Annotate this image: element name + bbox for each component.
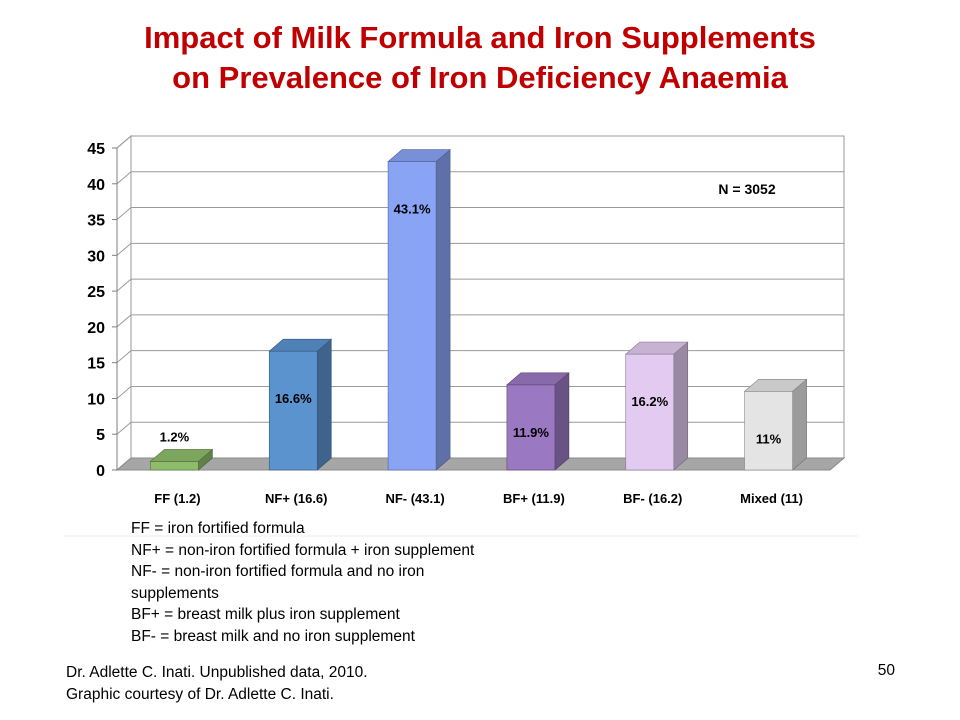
bar-side: [673, 341, 689, 471]
gridline: [116, 385, 844, 399]
side-wall: [116, 134, 132, 472]
bar: [506, 372, 570, 471]
y-tick-label: 30: [87, 248, 105, 265]
chart-gridlines: [116, 135, 844, 435]
y-tick-label: 40: [87, 177, 105, 194]
data-label: 43.1%: [394, 202, 431, 217]
note-ff: FF = iron fortified formula: [131, 520, 305, 537]
abbreviation-notes: FF = iron fortified formula NF+ = non-ir…: [131, 518, 474, 647]
y-tick-label: 45: [87, 141, 105, 158]
chart-bars: [149, 148, 808, 471]
title-line-2: on Prevalence of Iron Deficiency Anaemia: [172, 60, 788, 95]
y-tick-label: 0: [96, 463, 105, 480]
category-label: NF- (43.1): [385, 491, 444, 506]
data-label: 16.6%: [275, 391, 312, 406]
data-label: 11%: [756, 431, 782, 446]
page-number: 50: [877, 662, 895, 679]
chart-labels: 1.2% FF (1.2) 16.6% NF+ (16.6) 43.1% NF- (43.…: [154, 181, 803, 506]
bar-top: [387, 149, 451, 162]
bar-top: [268, 338, 333, 352]
bar: [268, 338, 333, 471]
source-line-1: Dr. Adlette C. Inati. Unpublished data, …: [66, 664, 368, 681]
bar-side: [792, 378, 807, 471]
bar-side: [554, 372, 570, 471]
category-label: Mixed (11): [740, 491, 803, 506]
note-bf-plus: BF+ = breast milk plus iron supplement: [131, 606, 400, 623]
bar-side: [316, 338, 332, 471]
note-bf-minus: BF- = breast milk and no iron supplement: [131, 627, 415, 645]
category-label: BF- (16.2): [623, 491, 682, 506]
note-nf-minus: NF- = non-iron fortified formula and no …: [131, 563, 425, 580]
slide-title: Impact of Milk Formula and Iron Suppleme…: [0, 18, 960, 98]
bar-top: [506, 372, 570, 386]
bar-front: [268, 350, 318, 471]
bar-front: [150, 461, 199, 471]
y-tick-label: 15: [87, 356, 105, 373]
title-line-1: Impact of Milk Formula and Iron Suppleme…: [144, 20, 816, 55]
note-nf-plus: NF+ = non-iron fortified formula + iron …: [131, 541, 475, 559]
category-label: FF (1.2): [154, 491, 200, 506]
bar: [743, 378, 808, 471]
category-label: BF+ (11.9): [503, 491, 565, 506]
y-tick-label: 25: [87, 284, 105, 301]
bar-front: [625, 353, 675, 471]
note-nf-minus-cont: supplements: [131, 584, 219, 602]
bar-front: [506, 384, 556, 471]
bar-front: [744, 390, 793, 471]
chart-floor: [115, 457, 846, 471]
gridline: [116, 135, 844, 149]
data-label: 1.2%: [160, 429, 190, 444]
bar-front: [387, 161, 437, 471]
gridline: [116, 350, 844, 364]
bar-side: [435, 148, 451, 471]
sample-size-annotation: N = 3052: [718, 181, 775, 197]
y-tick-label: 10: [87, 391, 105, 408]
gridline: [116, 278, 844, 292]
y-tick-label: 35: [87, 213, 105, 230]
y-tick-label: 20: [87, 320, 105, 337]
y-tick-label: 5: [96, 427, 105, 444]
data-label: 11.9%: [513, 425, 550, 440]
bar-top: [149, 449, 214, 462]
data-label: 16.2%: [631, 394, 668, 409]
source-line-2: Graphic courtesy of Dr. Adlette C. Inati…: [66, 686, 334, 703]
gridline: [116, 314, 844, 328]
chart-axes: 0 5 10 15 20 25 30 35 40 45: [64, 141, 858, 537]
bar-top: [743, 378, 808, 392]
gridline: [116, 421, 844, 435]
gridline: [116, 207, 844, 220]
gridline: [116, 242, 844, 256]
source-citation: Dr. Adlette C. Inati. Unpublished data, …: [66, 662, 368, 706]
bar-top: [624, 341, 689, 355]
bar: [387, 148, 451, 471]
category-label: NF+ (16.6): [265, 491, 328, 506]
bar: [149, 448, 214, 471]
gridline: [116, 171, 844, 185]
bar: [624, 341, 689, 471]
